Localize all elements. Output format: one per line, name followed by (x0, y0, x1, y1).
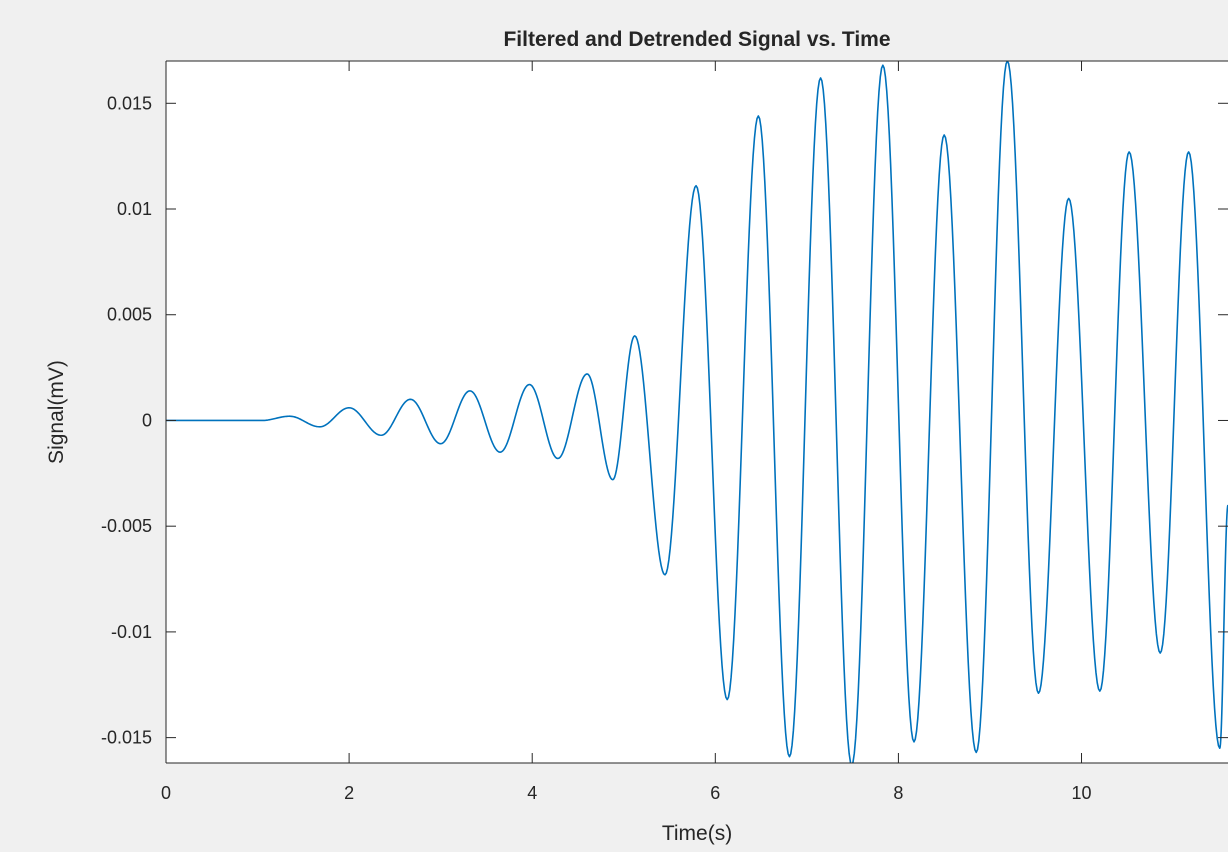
series-layer (166, 61, 1228, 763)
x-tick-label: 4 (527, 783, 537, 803)
x-tick-label: 8 (893, 783, 903, 803)
x-tick-label: 2 (344, 783, 354, 803)
x-tick-label: 6 (710, 783, 720, 803)
y-tick-label: -0.01 (111, 622, 152, 642)
x-tick-label: 0 (161, 783, 171, 803)
y-tick-label: 0.01 (117, 199, 152, 219)
ticks-layer: 0 2 4 6 8 10 -0.015 -0.01 -0.005 0 0.005 0.01 0.015 (101, 61, 1228, 803)
signal-line (166, 61, 1228, 763)
chart-title: Filtered and Detrended Signal vs. Time (503, 28, 890, 51)
y-tick-label: 0.005 (107, 305, 152, 325)
x-axis-label: Time(s) (662, 822, 732, 845)
y-tick-label: 0.015 (107, 93, 152, 113)
y-tick-label: 0 (142, 410, 152, 430)
y-tick-label: -0.015 (101, 728, 152, 748)
axes-layer (165, 60, 1228, 764)
x-tick-label: 10 (1072, 783, 1092, 803)
y-tick-label: -0.005 (101, 516, 152, 536)
y-axis-label: Signal(mV) (45, 360, 68, 464)
plot-area (166, 61, 1228, 763)
